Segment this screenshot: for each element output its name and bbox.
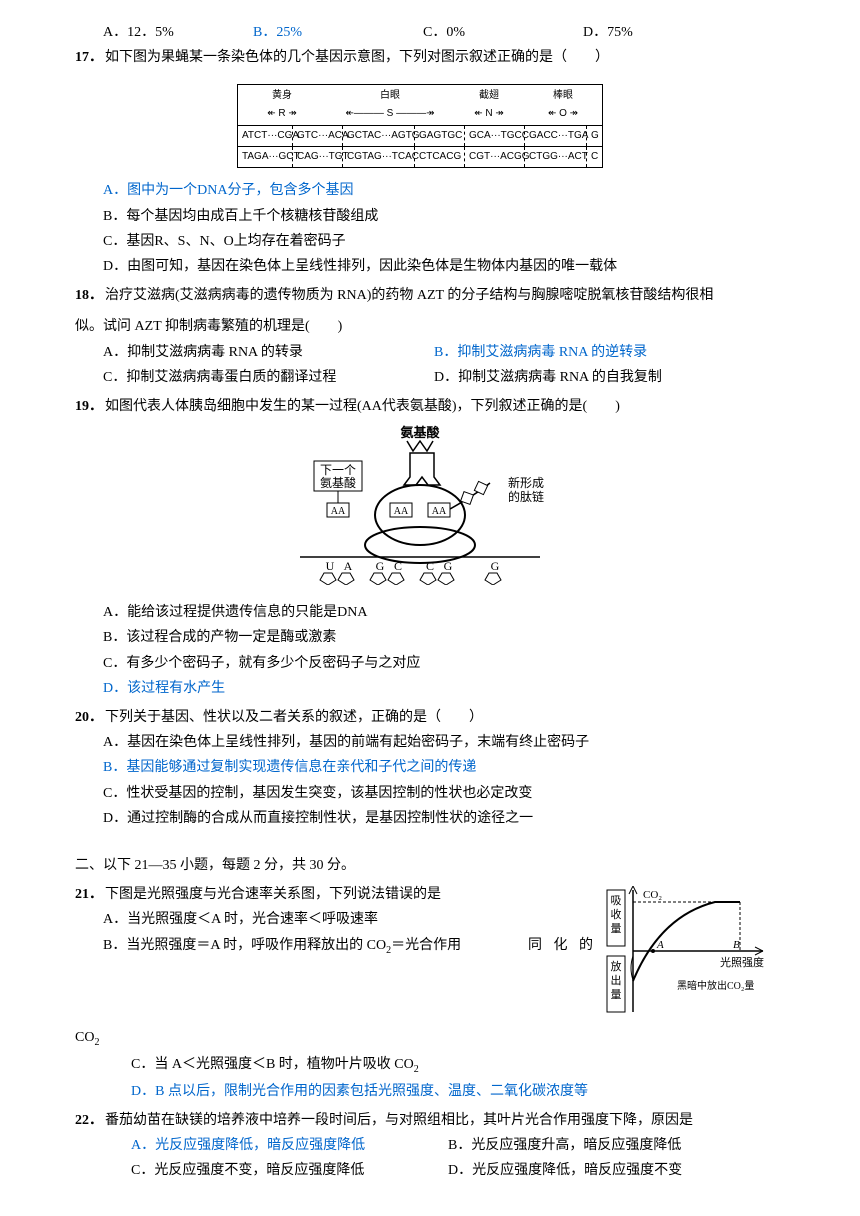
- q22-a: A．光反应强度降低，暗反应强度降低: [131, 1133, 448, 1158]
- q18-num: 18．: [75, 288, 103, 303]
- q20-c: C．性状受基因的控制，基因发生突变，该基因控制的性状也必定改变: [103, 781, 765, 806]
- seq: C: [587, 147, 599, 167]
- seq: TAGA···GCT: [238, 147, 293, 167]
- gene-marker: R: [278, 108, 285, 119]
- q20-a: A．基因在染色体上呈线性排列，基因的前端有起始密码子，末端有终止密码子: [103, 730, 765, 755]
- q18-b: B．抑制艾滋病病毒 RNA 的逆转录: [434, 340, 765, 365]
- gene-label: 白眼: [326, 87, 454, 105]
- svg-text:C: C: [394, 559, 402, 573]
- q22-b: B．光反应强度升高，暗反应强度降低: [448, 1133, 765, 1158]
- q18-a: A．抑制艾滋病病毒 RNA 的转录: [103, 340, 434, 365]
- q17-a: A．图中为一个DNA分子，包含多个基因: [103, 178, 765, 203]
- svg-text:CO₂: CO₂: [643, 889, 662, 901]
- q17-b: B．每个基因均由成百上千个核糖核苷酸组成: [103, 204, 765, 229]
- gene-label: 截翅: [454, 87, 524, 105]
- q18-text2: 似。试问 AZT 抑制病毒繁殖的机理是( ): [75, 314, 765, 339]
- gene-marker: S: [387, 108, 394, 119]
- q19-num: 19．: [75, 399, 103, 414]
- svg-text:量: 量: [611, 988, 622, 1001]
- section-2-header: 二、以下 21—35 小题，每题 2 分，共 30 分。: [75, 853, 765, 878]
- gene-label: 棒眼: [524, 87, 602, 105]
- svg-text:AA: AA: [394, 506, 409, 517]
- q20-text: 下列关于基因、性状以及二者关系的叙述，正确的是（ ）: [105, 710, 483, 725]
- gene-marker: N: [485, 108, 492, 119]
- q22-c: C．光反应强度不变，暗反应强度降低: [131, 1158, 448, 1183]
- opt-a: A．12．5%: [103, 20, 253, 45]
- q21-d: D．B 点以后，限制光合作用的因素包括光照强度、温度、二氧化碳浓度等: [131, 1079, 765, 1104]
- q19-b: B．该过程合成的产物一定是酶或激素: [103, 625, 765, 650]
- q17-text: 如下图为果蝇某一条染色体的几个基因示意图，下列对图示叙述正确的是（ ）: [105, 45, 609, 70]
- svg-text:黑暗中放出CO₂量: 黑暗中放出CO₂量: [677, 979, 754, 992]
- svg-text:放: 放: [611, 959, 622, 973]
- q19-text: 如图代表人体胰岛细胞中发生的某一过程(AA代表氨基酸)，下列叙述正确的是( ): [105, 399, 620, 414]
- q20-d: D．通过控制酶的合成从而直接控制性状，是基因控制性状的途径之一: [103, 806, 765, 831]
- q17-d: D．由图可知，基因在染色体上呈线性排列，因此染色体是生物体内基因的唯一载体: [103, 254, 765, 279]
- gene-marker: O: [559, 108, 567, 119]
- svg-text:量: 量: [611, 922, 622, 935]
- svg-text:的肽链: 的肽链: [508, 489, 544, 504]
- seq: ATCT···CGA: [238, 126, 293, 146]
- svg-text:吸: 吸: [611, 895, 622, 907]
- seq: GCA···TGCC: [465, 126, 525, 146]
- seq: G: [587, 126, 599, 146]
- q20-num: 20．: [75, 710, 103, 725]
- svg-text:收: 收: [611, 907, 622, 921]
- seq: CTCACG: [415, 147, 465, 167]
- svg-text:氨基酸: 氨基酸: [320, 475, 356, 490]
- seq: CGTAG···TCAC: [343, 147, 415, 167]
- q18-d: D．抑制艾滋病病毒 RNA 的自我复制: [434, 365, 765, 390]
- q18-c: C．抑制艾滋病病毒蛋白质的翻译过程: [103, 365, 434, 390]
- seq: CAG···TGT: [293, 147, 343, 167]
- gene-label: 黄身: [238, 87, 326, 105]
- q22-text: 番茄幼苗在缺镁的培养液中培养一段时间后，与对照组相比，其叶片光合作用强度下降，原…: [105, 1113, 693, 1128]
- photosynthesis-chart: 吸 收 量 放 出 量 CO₂ A B 黑暗中放出CO₂量: [605, 886, 765, 1025]
- q22-d: D．光反应强度降低，暗反应强度不变: [448, 1158, 765, 1183]
- svg-text:A: A: [656, 939, 664, 951]
- question-17: 17． 如下图为果蝇某一条染色体的几个基因示意图，下列对图示叙述正确的是（ ） …: [75, 45, 765, 279]
- q19-a: A．能给该过程提供遗传信息的只能是DNA: [103, 600, 765, 625]
- q16-options: A．12．5% B．25% C．0% D．75%: [103, 20, 765, 45]
- chromosome-diagram: 黄身 ↞ R ↠ 白眼 ↞——— S ———↠ 截翅 ↞ N ↠ 棒眼 ↞ O …: [75, 76, 765, 172]
- q17-c: C．基因R、S、N、O上均存在着密码子: [103, 229, 765, 254]
- svg-text:A: A: [344, 559, 353, 573]
- q21-b2: CO2: [75, 1025, 765, 1052]
- question-20: 20．下列关于基因、性状以及二者关系的叙述，正确的是（ ） A．基因在染色体上呈…: [75, 705, 765, 831]
- svg-text:G: G: [444, 559, 453, 573]
- svg-text:出: 出: [611, 973, 622, 987]
- q20-b: B．基因能够通过复制实现遗传信息在亲代和子代之间的传递: [103, 755, 765, 780]
- ribosome-diagram: 氨基酸 下一个 氨基酸 AA AA 新形成 的肽链 AA: [75, 425, 765, 594]
- question-19: 19．如图代表人体胰岛细胞中发生的某一过程(AA代表氨基酸)，下列叙述正确的是(…: [75, 394, 765, 701]
- svg-text:G: G: [376, 559, 385, 573]
- svg-text:光照强度: 光照强度: [720, 955, 764, 969]
- q21-num: 21．: [75, 887, 103, 902]
- question-18: 18．治疗艾滋病(艾滋病病毒的遗传物质为 RNA)的药物 AZT 的分子结构与胸…: [75, 283, 765, 390]
- opt-c: C．0%: [423, 20, 583, 45]
- seq: CTGG···ACT: [525, 147, 587, 167]
- svg-text:AA: AA: [331, 506, 346, 517]
- seq: GTC···ACA: [293, 126, 343, 146]
- question-21: 吸 收 量 放 出 量 CO₂ A B 黑暗中放出CO₂量: [75, 882, 765, 1104]
- q22-num: 22．: [75, 1113, 103, 1128]
- question-22: 22．番茄幼苗在缺镁的培养液中培养一段时间后，与对照组相比，其叶片光合作用强度下…: [75, 1108, 765, 1184]
- svg-text:B: B: [733, 939, 740, 951]
- seq: GACC···TGA: [525, 126, 587, 146]
- aa-label: 氨基酸: [399, 425, 440, 440]
- svg-text:新形成: 新形成: [508, 475, 544, 490]
- q21-c: C．当 A＜光照强度＜B 时，植物叶片吸收 CO2: [131, 1052, 765, 1079]
- q19-d: D．该过程有水产生: [103, 676, 765, 701]
- svg-text:G: G: [491, 559, 500, 573]
- opt-b: B．25%: [253, 20, 423, 45]
- q17-num: 17．: [75, 45, 103, 70]
- svg-text:C: C: [426, 559, 434, 573]
- q18-text1: 治疗艾滋病(艾滋病病毒的遗传物质为 RNA)的药物 AZT 的分子结构与胸腺嘧啶…: [105, 288, 713, 303]
- opt-d: D．75%: [583, 20, 633, 45]
- q21-text: 下图是光照强度与光合速率关系图，下列说法错误的是: [105, 887, 441, 902]
- seq: GCTAC···AGTG: [343, 126, 415, 146]
- q19-c: C．有多少个密码子，就有多少个反密码子与之对应: [103, 651, 765, 676]
- svg-text:下一个: 下一个: [320, 463, 356, 477]
- seq: CGT···ACGG: [465, 147, 525, 167]
- svg-text:U: U: [326, 559, 335, 573]
- seq: GAGTGC: [415, 126, 465, 146]
- svg-text:AA: AA: [432, 506, 447, 517]
